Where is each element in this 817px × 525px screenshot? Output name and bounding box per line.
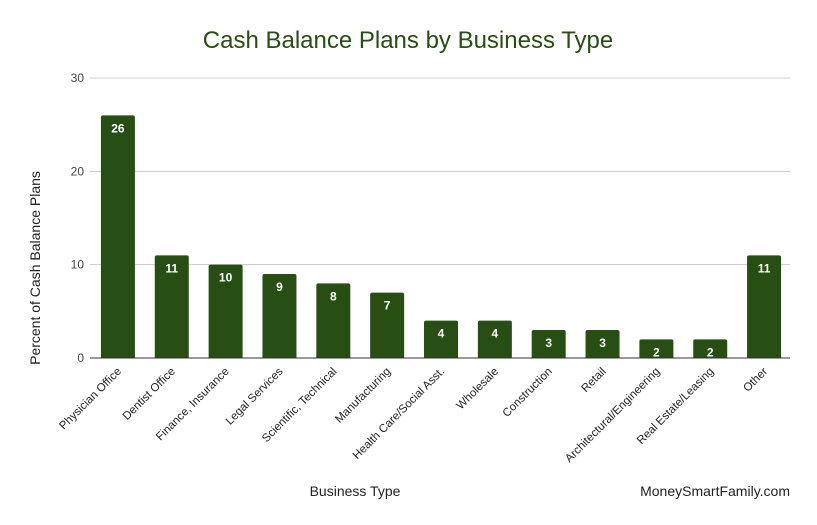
x-category-label: Construction: [501, 366, 555, 420]
data-label: 9: [276, 280, 283, 294]
data-label: 3: [599, 336, 606, 350]
x-category-label: Other: [741, 366, 770, 395]
bar: [262, 274, 297, 358]
y-axis-ticks: 0 10 20 30: [71, 71, 85, 365]
x-category-label: Architectural/Engineering: [563, 366, 662, 465]
data-label: 3: [545, 336, 552, 350]
bar: [316, 283, 351, 358]
bar: [208, 264, 243, 358]
x-category-label: Physician Office: [57, 366, 124, 433]
x-category-label: Health Care/Social Asst.: [351, 366, 447, 462]
bar: [585, 330, 620, 358]
data-label: 11: [165, 261, 178, 275]
x-category-label: Manufacturing: [333, 366, 393, 426]
bar: [639, 339, 674, 358]
data-label: 4: [438, 327, 445, 341]
data-label: 2: [707, 345, 714, 359]
source-credit: MoneySmartFamily.com: [640, 483, 790, 499]
data-label: 8: [330, 289, 337, 303]
x-category-label: Wholesale: [455, 366, 501, 412]
data-label: 11: [758, 261, 771, 275]
data-label: 26: [111, 121, 125, 135]
bars: [100, 115, 782, 358]
data-label: 7: [384, 299, 391, 313]
data-labels: 26 11 10 9 8 7 4 4 3 3 2 2 11: [111, 121, 771, 359]
bar: [100, 115, 135, 358]
bar: [424, 320, 458, 358]
x-axis-title: Business Type: [310, 483, 401, 499]
bar: [370, 292, 405, 358]
data-label: 2: [653, 345, 660, 359]
y-tick-label: 0: [77, 351, 84, 365]
bar: [531, 330, 566, 358]
bar: [154, 255, 189, 358]
data-label: 10: [219, 271, 233, 285]
bar: [747, 255, 782, 358]
data-label: 4: [492, 327, 499, 341]
y-tick-label: 10: [71, 258, 85, 272]
x-category-label: Legal Services: [224, 365, 286, 427]
y-tick-label: 30: [71, 71, 85, 85]
gridlines: [90, 77, 790, 266]
y-axis-title: Percent of Cash Balance Plans: [27, 171, 43, 365]
bar: [693, 339, 728, 358]
x-category-label: Dentist Office: [121, 366, 178, 423]
bar: [477, 320, 512, 358]
y-tick-label: 20: [71, 164, 85, 178]
x-category-label: Retail: [579, 366, 608, 395]
chart-title: Cash Balance Plans by Business Type: [203, 27, 613, 54]
